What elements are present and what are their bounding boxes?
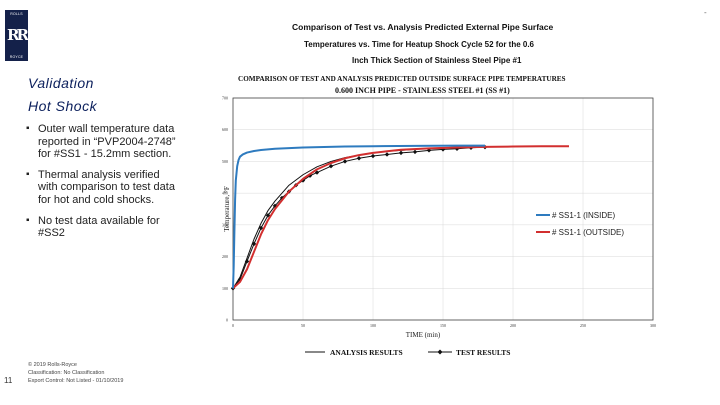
x-tick-label: 0 bbox=[232, 323, 234, 328]
test-data-point bbox=[244, 259, 250, 264]
y-tick-label: 200 bbox=[222, 254, 228, 259]
x-tick-label: 100 bbox=[370, 323, 376, 328]
logo-monogram: RR bbox=[7, 26, 29, 44]
plot-frame bbox=[232, 97, 654, 321]
test-data-point bbox=[370, 153, 376, 159]
y-tick-label: 600 bbox=[222, 127, 228, 132]
y-axis-label: Temperature, °F bbox=[223, 186, 231, 232]
test-data-point bbox=[328, 163, 334, 169]
legend-label-outside: # SS1-1 (OUTSIDE) bbox=[552, 228, 624, 237]
test-data-point bbox=[454, 146, 460, 151]
footer-text: © 2019 Rolls-Royce Classification: No Cl… bbox=[28, 361, 188, 385]
legend-label-inside: # SS1-1 (INSIDE) bbox=[552, 211, 615, 220]
slide-subtitle: Hot Shock bbox=[28, 98, 98, 114]
legend-label-test: TEST RESULTS bbox=[456, 348, 510, 357]
footer-classification: Classification: No Classification bbox=[28, 370, 105, 376]
y-tick-label: 400 bbox=[222, 191, 228, 196]
test-data-point bbox=[251, 241, 257, 247]
test-data-point bbox=[398, 150, 404, 156]
series-line-3 bbox=[232, 146, 486, 289]
y-tick-label: 700 bbox=[222, 96, 228, 101]
x-axis-label: TIME (min) bbox=[406, 331, 441, 339]
test-data-point bbox=[258, 225, 264, 231]
chart-title-line-3: Inch Thick Section of Stainless Steel Pi… bbox=[352, 56, 522, 65]
x-tick-label: 200 bbox=[510, 323, 516, 328]
legend-label-analysis: ANALYSIS RESULTS bbox=[330, 348, 403, 357]
bullet-list: Outer wall temperature data reported in … bbox=[26, 123, 176, 248]
x-tick-label: 150 bbox=[440, 323, 446, 328]
legend-swatch-test-marker bbox=[437, 349, 443, 355]
y-tick-label: 500 bbox=[222, 159, 228, 164]
bullet-item: Thermal analysis verified with compariso… bbox=[26, 169, 176, 207]
chart-title-line-2: Temperatures vs. Time for Heatup Shock C… bbox=[304, 40, 535, 49]
test-data-point bbox=[384, 152, 390, 157]
test-data-point bbox=[342, 159, 348, 164]
x-tick-label: 50 bbox=[301, 323, 305, 328]
page-number: 11 bbox=[4, 376, 13, 385]
test-data-point bbox=[412, 149, 418, 155]
y-tick-label: 100 bbox=[222, 286, 228, 291]
slide-title: Validation bbox=[28, 75, 94, 91]
chart-inner-title-2: 0.600 INCH PIPE - STAINLESS STEEL #1 (SS… bbox=[335, 86, 510, 95]
footer-copyright: © 2019 Rolls-Royce bbox=[28, 362, 77, 368]
y-tick-label: 0 bbox=[226, 318, 228, 323]
logo-bottom-text: ROYCE bbox=[9, 55, 24, 59]
rolls-royce-logo: ROLLS RR ROYCE bbox=[5, 10, 29, 61]
bullet-item: Outer wall temperature data reported in … bbox=[26, 123, 176, 161]
test-data-point bbox=[314, 170, 320, 175]
test-data-point bbox=[356, 156, 362, 161]
x-tick-label: 300 bbox=[650, 323, 656, 328]
x-tick-label: 250 bbox=[580, 323, 586, 328]
test-data-point bbox=[265, 213, 271, 218]
corner-mark: - bbox=[704, 8, 707, 17]
series-line-0 bbox=[232, 144, 485, 289]
footer-export: Export Control: Not Listed - 01/10/2019 bbox=[28, 378, 124, 384]
y-tick-label: 300 bbox=[222, 222, 228, 227]
chart-inner-title-1: COMPARISON OF TEST AND ANALYSIS PREDICTE… bbox=[238, 75, 566, 83]
series-line-1 bbox=[232, 145, 569, 290]
logo-top-text: ROLLS bbox=[10, 12, 23, 16]
bullet-item: No test data available for #SS2 bbox=[26, 215, 176, 240]
chart-title-line-1: Comparison of Test vs. Analysis Predicte… bbox=[292, 22, 554, 32]
